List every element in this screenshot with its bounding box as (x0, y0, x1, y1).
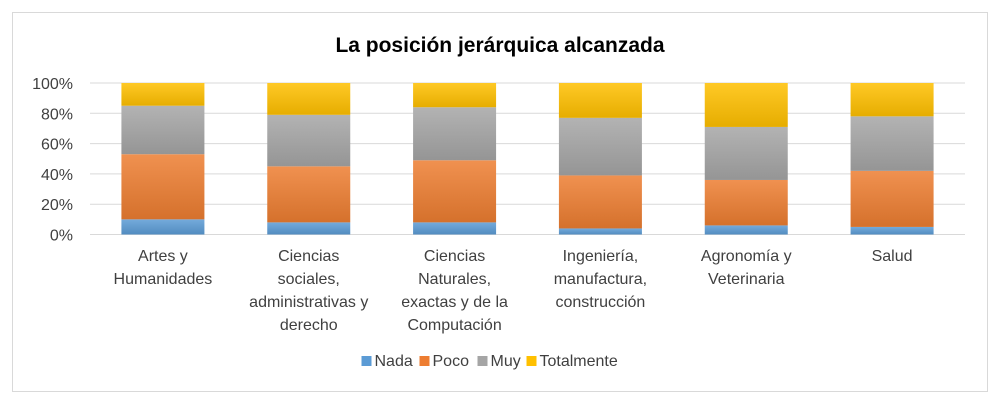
x-tick-label: Naturales, (418, 271, 491, 288)
bar-stack (121, 83, 205, 235)
bar-segment-poco (704, 179, 788, 226)
chart-title: La posición jerárquica alcanzada (335, 34, 664, 57)
bar-segment-nada (558, 228, 642, 235)
x-tick-label: manufactura, (554, 271, 647, 288)
bar-segment-totalmente (558, 83, 642, 118)
bar-segment-muy (121, 105, 205, 155)
x-tick-label: administrativas y (249, 294, 368, 311)
legend-item: Muy (477, 353, 521, 370)
bar-segment-nada (121, 219, 205, 235)
bar-segment-poco (413, 160, 497, 223)
legend-item: Totalmente (526, 353, 618, 370)
bar-segment-poco (121, 154, 205, 220)
x-tick-label: Agronomía y (701, 248, 792, 265)
bar-segment-muy (267, 114, 351, 167)
legend-label: Poco (433, 353, 470, 370)
y-tick-label: 40% (41, 167, 73, 184)
x-tick-label: Salud (872, 248, 913, 265)
bar-segment-totalmente (704, 83, 788, 127)
bar-segment-muy (558, 117, 642, 176)
bar-segment-poco (267, 166, 351, 223)
y-tick-label: 20% (41, 197, 73, 214)
x-tick-label: derecho (280, 317, 338, 334)
x-tick-label: exactas y de la (401, 294, 508, 311)
legend-swatch (419, 356, 430, 366)
x-tick-label: Veterinaria (708, 271, 785, 288)
bar-stack (267, 83, 351, 235)
bar-segment-totalmente (121, 83, 205, 106)
bar-stack (704, 83, 788, 235)
bar-segment-nada (704, 225, 788, 235)
chart-frame (12, 12, 988, 392)
legend-swatch (361, 356, 372, 366)
y-tick-label: 0% (50, 228, 73, 245)
y-tick-label: 80% (41, 106, 73, 123)
bar-stack (558, 83, 642, 235)
bar-segment-nada (850, 226, 934, 235)
x-tick-label: Humanidades (114, 271, 213, 288)
x-tick-label: construcción (556, 294, 646, 311)
y-tick-label: 100% (32, 76, 73, 93)
x-tick-label: Ingeniería, (563, 248, 639, 265)
y-tick-label: 60% (41, 137, 73, 154)
legend-item: Nada (361, 353, 413, 370)
x-tick-label: Computación (407, 317, 501, 334)
bar-segment-totalmente (267, 83, 351, 115)
bar-stack (413, 83, 497, 235)
legend-swatch (526, 356, 537, 366)
bar-segment-poco (558, 175, 642, 229)
bar-segment-muy (704, 126, 788, 180)
legend-item: Poco (419, 353, 470, 370)
bar-stack (850, 83, 934, 235)
bar-segment-muy (413, 107, 497, 161)
legend-label: Totalmente (540, 353, 618, 370)
legend-label: Muy (491, 353, 521, 370)
bar-segment-muy (850, 116, 934, 171)
legend-swatch (477, 356, 488, 366)
x-tick-label: Ciencias (424, 248, 485, 265)
x-tick-label: Artes y (138, 248, 188, 265)
bar-segment-totalmente (413, 83, 497, 108)
bar-segment-poco (850, 170, 934, 227)
x-tick-label: Ciencias (278, 248, 339, 265)
bar-segment-nada (413, 222, 497, 235)
legend-label: Nada (375, 353, 413, 370)
bar-segment-totalmente (850, 83, 934, 117)
bar-segment-nada (267, 222, 351, 235)
x-tick-label: sociales, (278, 271, 340, 288)
